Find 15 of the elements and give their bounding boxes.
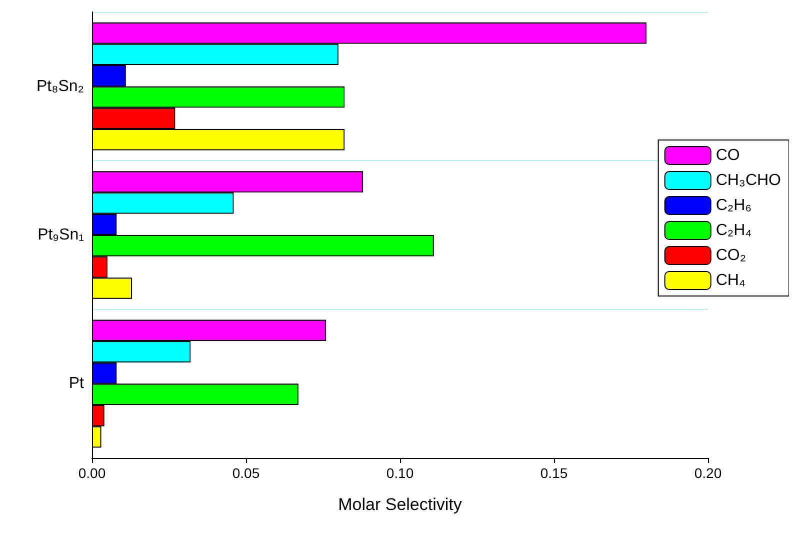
legend-label: CH₄ bbox=[716, 272, 746, 289]
x-tick-label: 0.20 bbox=[694, 465, 722, 481]
x-tick-label: 0.00 bbox=[78, 465, 106, 481]
y-tick-label: Pt₈Sn₂ bbox=[36, 78, 84, 95]
legend-label: C₂H₄ bbox=[716, 222, 752, 239]
y-tick-label: Pt₉Sn₁ bbox=[38, 226, 84, 244]
x-tick-label: 0.05 bbox=[232, 465, 260, 481]
legend-label: CO bbox=[716, 147, 740, 164]
y-tick-label: Pt bbox=[68, 375, 85, 392]
x-axis-title: Molar Selectivity bbox=[338, 495, 462, 514]
legend-label: C₂H₆ bbox=[716, 197, 752, 214]
x-tick-label: 0.10 bbox=[386, 465, 414, 481]
x-tick-label: 0.15 bbox=[540, 465, 568, 481]
legend-label: CO₂ bbox=[716, 247, 746, 264]
legend-label: CH₃CHO bbox=[716, 172, 782, 189]
